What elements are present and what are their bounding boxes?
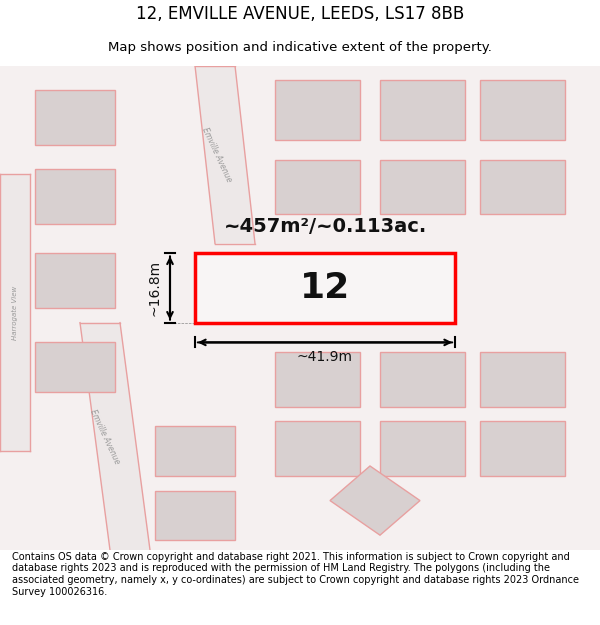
Bar	[480, 421, 565, 476]
Bar	[380, 81, 465, 140]
Bar	[380, 421, 465, 476]
Text: Map shows position and indicative extent of the property.: Map shows position and indicative extent…	[108, 41, 492, 54]
Bar	[275, 159, 360, 214]
Bar	[480, 159, 565, 214]
Bar	[35, 254, 115, 308]
Text: Emville Avenue: Emville Avenue	[88, 408, 122, 465]
Text: Harrogate View: Harrogate View	[12, 286, 18, 340]
Bar	[155, 491, 235, 540]
Bar	[35, 91, 115, 145]
Polygon shape	[80, 322, 150, 550]
Bar	[480, 352, 565, 407]
Text: ~16.8m: ~16.8m	[148, 260, 162, 316]
Text: ~41.9m: ~41.9m	[297, 351, 353, 364]
Bar	[35, 342, 115, 392]
Polygon shape	[195, 66, 255, 244]
Bar	[380, 352, 465, 407]
Polygon shape	[0, 174, 30, 451]
Bar	[35, 169, 115, 224]
Bar	[380, 159, 465, 214]
Text: ~457m²/~0.113ac.: ~457m²/~0.113ac.	[223, 217, 427, 236]
Bar	[155, 426, 235, 476]
Text: 12: 12	[300, 271, 350, 305]
Polygon shape	[195, 254, 455, 322]
Bar	[275, 421, 360, 476]
Text: Emville Avenue: Emville Avenue	[200, 126, 233, 183]
Polygon shape	[330, 466, 420, 535]
Bar	[480, 81, 565, 140]
Text: Contains OS data © Crown copyright and database right 2021. This information is : Contains OS data © Crown copyright and d…	[12, 552, 579, 597]
Bar	[275, 81, 360, 140]
Bar	[275, 352, 360, 407]
Text: 12, EMVILLE AVENUE, LEEDS, LS17 8BB: 12, EMVILLE AVENUE, LEEDS, LS17 8BB	[136, 6, 464, 23]
